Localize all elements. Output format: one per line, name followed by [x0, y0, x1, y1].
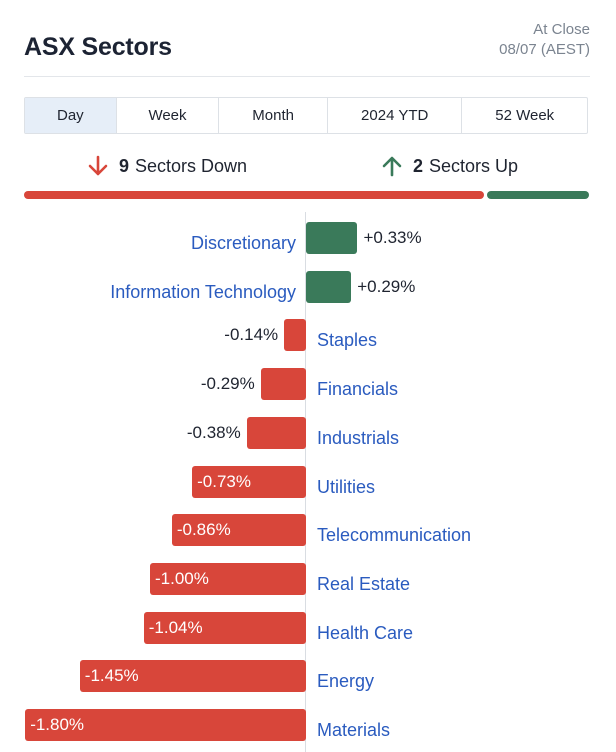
tab-month[interactable]: Month	[219, 98, 328, 133]
bar-staples	[284, 319, 306, 352]
value-label-information-technology: +0.29%	[357, 276, 416, 296]
close-date: 08/07 (AEST)	[499, 41, 590, 58]
close-status-label: At Close	[533, 21, 590, 38]
sector-link-discretionary[interactable]: Discretionary	[190, 233, 296, 253]
value-label-energy: -1.45%	[84, 666, 139, 686]
value-label-staples: -0.14%	[224, 325, 279, 345]
header: ASX Sectors At Close 08/07 (AEST)	[24, 0, 590, 77]
sector-link-industrials[interactable]: Industrials	[317, 427, 400, 448]
sector-link-information-technology[interactable]: Information Technology	[110, 281, 296, 302]
sector-link-materials[interactable]: Materials	[317, 720, 391, 740]
bar-utilities	[192, 465, 306, 498]
sectors-down-summary: 9 Sectors Down	[87, 155, 247, 177]
bar-industrials	[246, 416, 306, 449]
sectors-up-bar	[487, 191, 589, 199]
sector-link-real-estate[interactable]: Real Estate	[317, 573, 411, 594]
bar-energy	[79, 660, 306, 693]
bar-information-technology	[306, 270, 352, 303]
sectors-down-bar	[24, 191, 484, 199]
tab-week[interactable]: Week	[117, 98, 220, 133]
value-label-industrials: -0.38%	[186, 422, 241, 442]
arrow-down-icon	[88, 155, 108, 176]
bar-financials	[260, 368, 306, 401]
sector-link-staples[interactable]: Staples	[317, 330, 378, 351]
arrow-up-icon	[382, 156, 402, 177]
sectors-up-count: 2	[413, 155, 424, 176]
page-title: ASX Sectors	[24, 33, 172, 61]
sectors-down-count: 9	[119, 155, 130, 176]
sector-link-telecommunication[interactable]: Telecommunication	[317, 525, 472, 546]
value-label-telecommunication: -0.86%	[176, 520, 231, 540]
sectors-up-label: Sectors Up	[429, 155, 519, 176]
value-label-real-estate: -1.00%	[155, 568, 209, 588]
bar-health-care	[143, 611, 306, 644]
tab-day[interactable]: Day	[25, 98, 117, 133]
value-label-financials: -0.29%	[200, 374, 255, 394]
period-tabs: Day Week Month 2024 YTD 52 Week	[24, 97, 588, 134]
sector-bar-chart: +0.33% Discretionary +0.29% Information Tec…	[0, 212, 616, 752]
sector-link-utilities[interactable]: Utilities	[317, 476, 376, 497]
value-label-utilities: -0.73%	[197, 471, 251, 491]
sector-link-financials[interactable]: Financials	[317, 379, 399, 400]
bar-discretionary	[306, 222, 358, 254]
sectors-up-summary: 2 Sectors Up	[381, 155, 518, 177]
bar-real-estate	[150, 562, 306, 595]
sector-link-energy[interactable]: Energy	[317, 671, 375, 692]
tab-2024-ytd[interactable]: 2024 YTD	[328, 98, 463, 133]
bar-telecommunication	[171, 514, 306, 547]
bar-materials	[25, 709, 306, 741]
value-label-discretionary: +0.33%	[363, 228, 422, 247]
sector-link-health-care[interactable]: Health Care	[317, 622, 414, 643]
value-label-health-care: -1.04%	[148, 617, 203, 637]
value-label-materials: -1.80%	[30, 715, 85, 734]
sectors-down-label: Sectors Down	[135, 155, 248, 176]
tab-52-week[interactable]: 52 Week	[495, 107, 555, 124]
